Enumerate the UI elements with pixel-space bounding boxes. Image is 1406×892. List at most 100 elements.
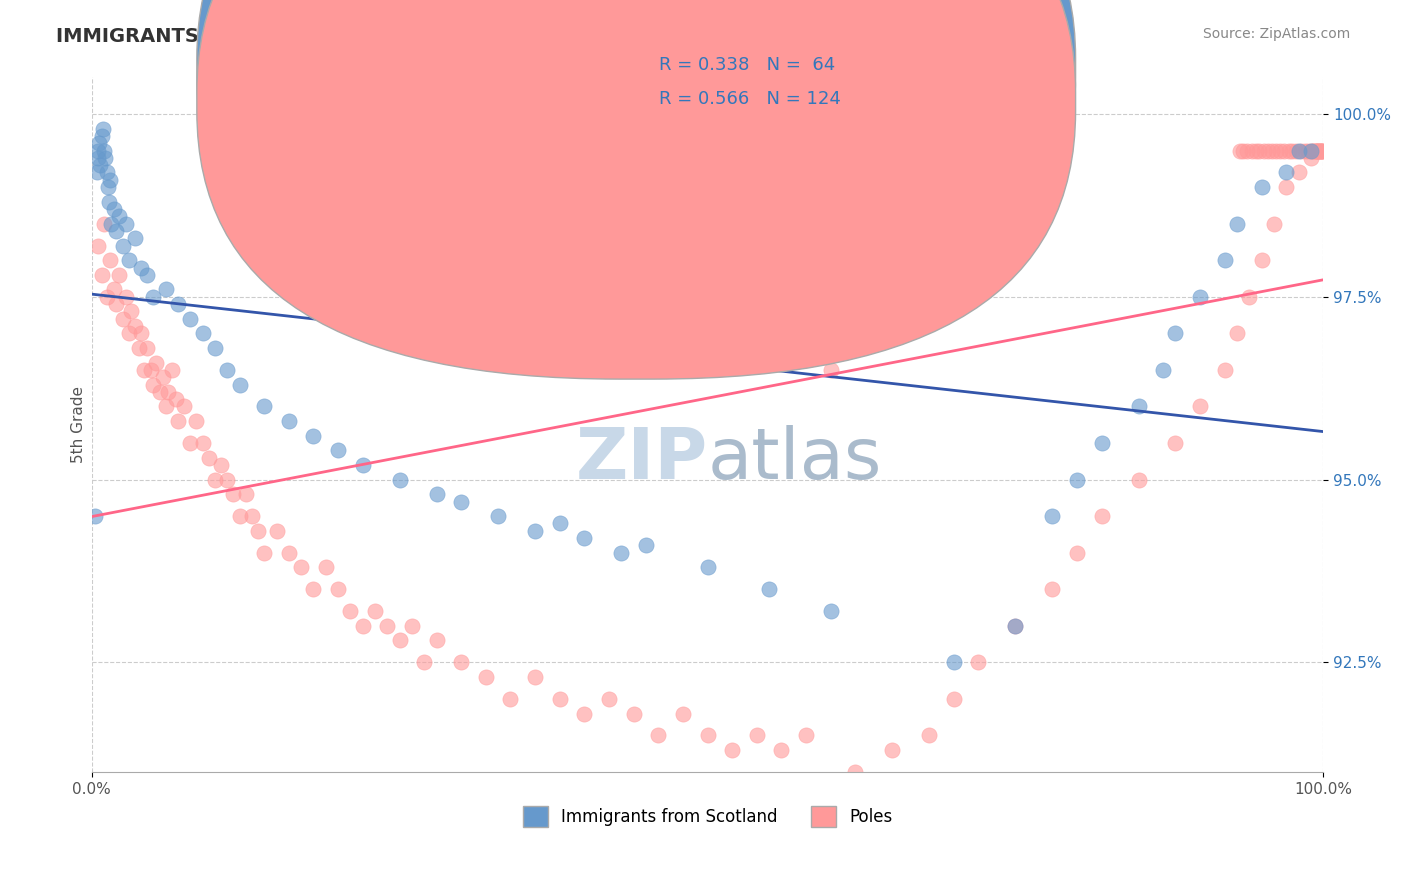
- Point: [103, 202, 125, 216]
- Point: [167, 414, 190, 428]
- Point: [426, 487, 449, 501]
- Point: [942, 656, 965, 670]
- Point: [1298, 144, 1320, 158]
- Point: [1308, 144, 1330, 158]
- Point: [548, 692, 571, 706]
- Point: [1250, 253, 1272, 268]
- Point: [647, 729, 669, 743]
- Point: [1226, 326, 1249, 341]
- Point: [115, 290, 138, 304]
- Point: [1128, 400, 1150, 414]
- Point: [1066, 473, 1088, 487]
- Point: [111, 311, 134, 326]
- Point: [610, 546, 633, 560]
- Point: [745, 729, 768, 743]
- Point: [1270, 144, 1292, 158]
- Point: [108, 268, 131, 282]
- Point: [1263, 217, 1285, 231]
- Point: [820, 363, 842, 377]
- Point: [111, 238, 134, 252]
- Point: [918, 729, 941, 743]
- Point: [1309, 144, 1331, 158]
- Point: [173, 400, 195, 414]
- Point: [1213, 363, 1236, 377]
- Point: [120, 304, 142, 318]
- Point: [401, 619, 423, 633]
- Point: [426, 633, 449, 648]
- Point: [352, 619, 374, 633]
- Point: [165, 392, 187, 406]
- Point: [1288, 144, 1310, 158]
- Point: [1232, 144, 1254, 158]
- Text: IMMIGRANTS FROM SCOTLAND VS POLISH 5TH GRADE CORRELATION CHART: IMMIGRANTS FROM SCOTLAND VS POLISH 5TH G…: [56, 27, 891, 45]
- Point: [1299, 144, 1322, 158]
- Point: [1004, 619, 1026, 633]
- Point: [1253, 144, 1275, 158]
- Point: [1189, 400, 1212, 414]
- Point: [1091, 509, 1114, 524]
- Point: [240, 509, 263, 524]
- Point: [136, 268, 159, 282]
- Point: [235, 487, 257, 501]
- Point: [179, 436, 201, 450]
- Point: [100, 217, 122, 231]
- Point: [721, 743, 744, 757]
- Point: [118, 326, 141, 341]
- Point: [315, 560, 337, 574]
- Point: [548, 516, 571, 531]
- Point: [247, 524, 270, 538]
- Point: [1239, 290, 1261, 304]
- Point: [1040, 509, 1063, 524]
- Point: [1306, 144, 1329, 158]
- Point: [277, 546, 299, 560]
- Point: [97, 180, 120, 194]
- Y-axis label: 5th Grade: 5th Grade: [72, 386, 86, 463]
- Point: [253, 546, 276, 560]
- Point: [1128, 473, 1150, 487]
- Point: [118, 253, 141, 268]
- Point: [124, 231, 146, 245]
- Point: [1310, 144, 1333, 158]
- Point: [228, 377, 250, 392]
- Point: [129, 326, 152, 341]
- Point: [90, 128, 112, 143]
- Point: [105, 224, 128, 238]
- Point: [696, 729, 718, 743]
- Point: [1164, 326, 1187, 341]
- Point: [142, 290, 165, 304]
- Point: [277, 414, 299, 428]
- Point: [86, 165, 108, 179]
- Point: [1265, 144, 1288, 158]
- Point: [139, 363, 162, 377]
- Point: [375, 619, 398, 633]
- Point: [124, 319, 146, 334]
- Point: [89, 136, 111, 151]
- Point: [186, 414, 208, 428]
- Point: [882, 743, 904, 757]
- Point: [142, 377, 165, 392]
- Point: [1302, 144, 1324, 158]
- Point: [1229, 144, 1251, 158]
- Point: [1275, 165, 1298, 179]
- Point: [1303, 144, 1326, 158]
- Point: [1309, 144, 1331, 158]
- Point: [1250, 180, 1272, 194]
- Point: [204, 341, 226, 355]
- Point: [145, 355, 167, 369]
- Point: [1288, 165, 1310, 179]
- Point: [108, 210, 131, 224]
- Point: [1272, 144, 1295, 158]
- Point: [450, 494, 472, 508]
- Point: [388, 473, 411, 487]
- Text: Source: ZipAtlas.com: Source: ZipAtlas.com: [1202, 27, 1350, 41]
- Point: [1299, 144, 1322, 158]
- Point: [96, 290, 118, 304]
- Point: [152, 370, 174, 384]
- Point: [128, 341, 150, 355]
- Point: [103, 283, 125, 297]
- Point: [1302, 144, 1324, 158]
- Point: [598, 692, 620, 706]
- Point: [942, 692, 965, 706]
- Point: [844, 765, 866, 780]
- Point: [1275, 180, 1298, 194]
